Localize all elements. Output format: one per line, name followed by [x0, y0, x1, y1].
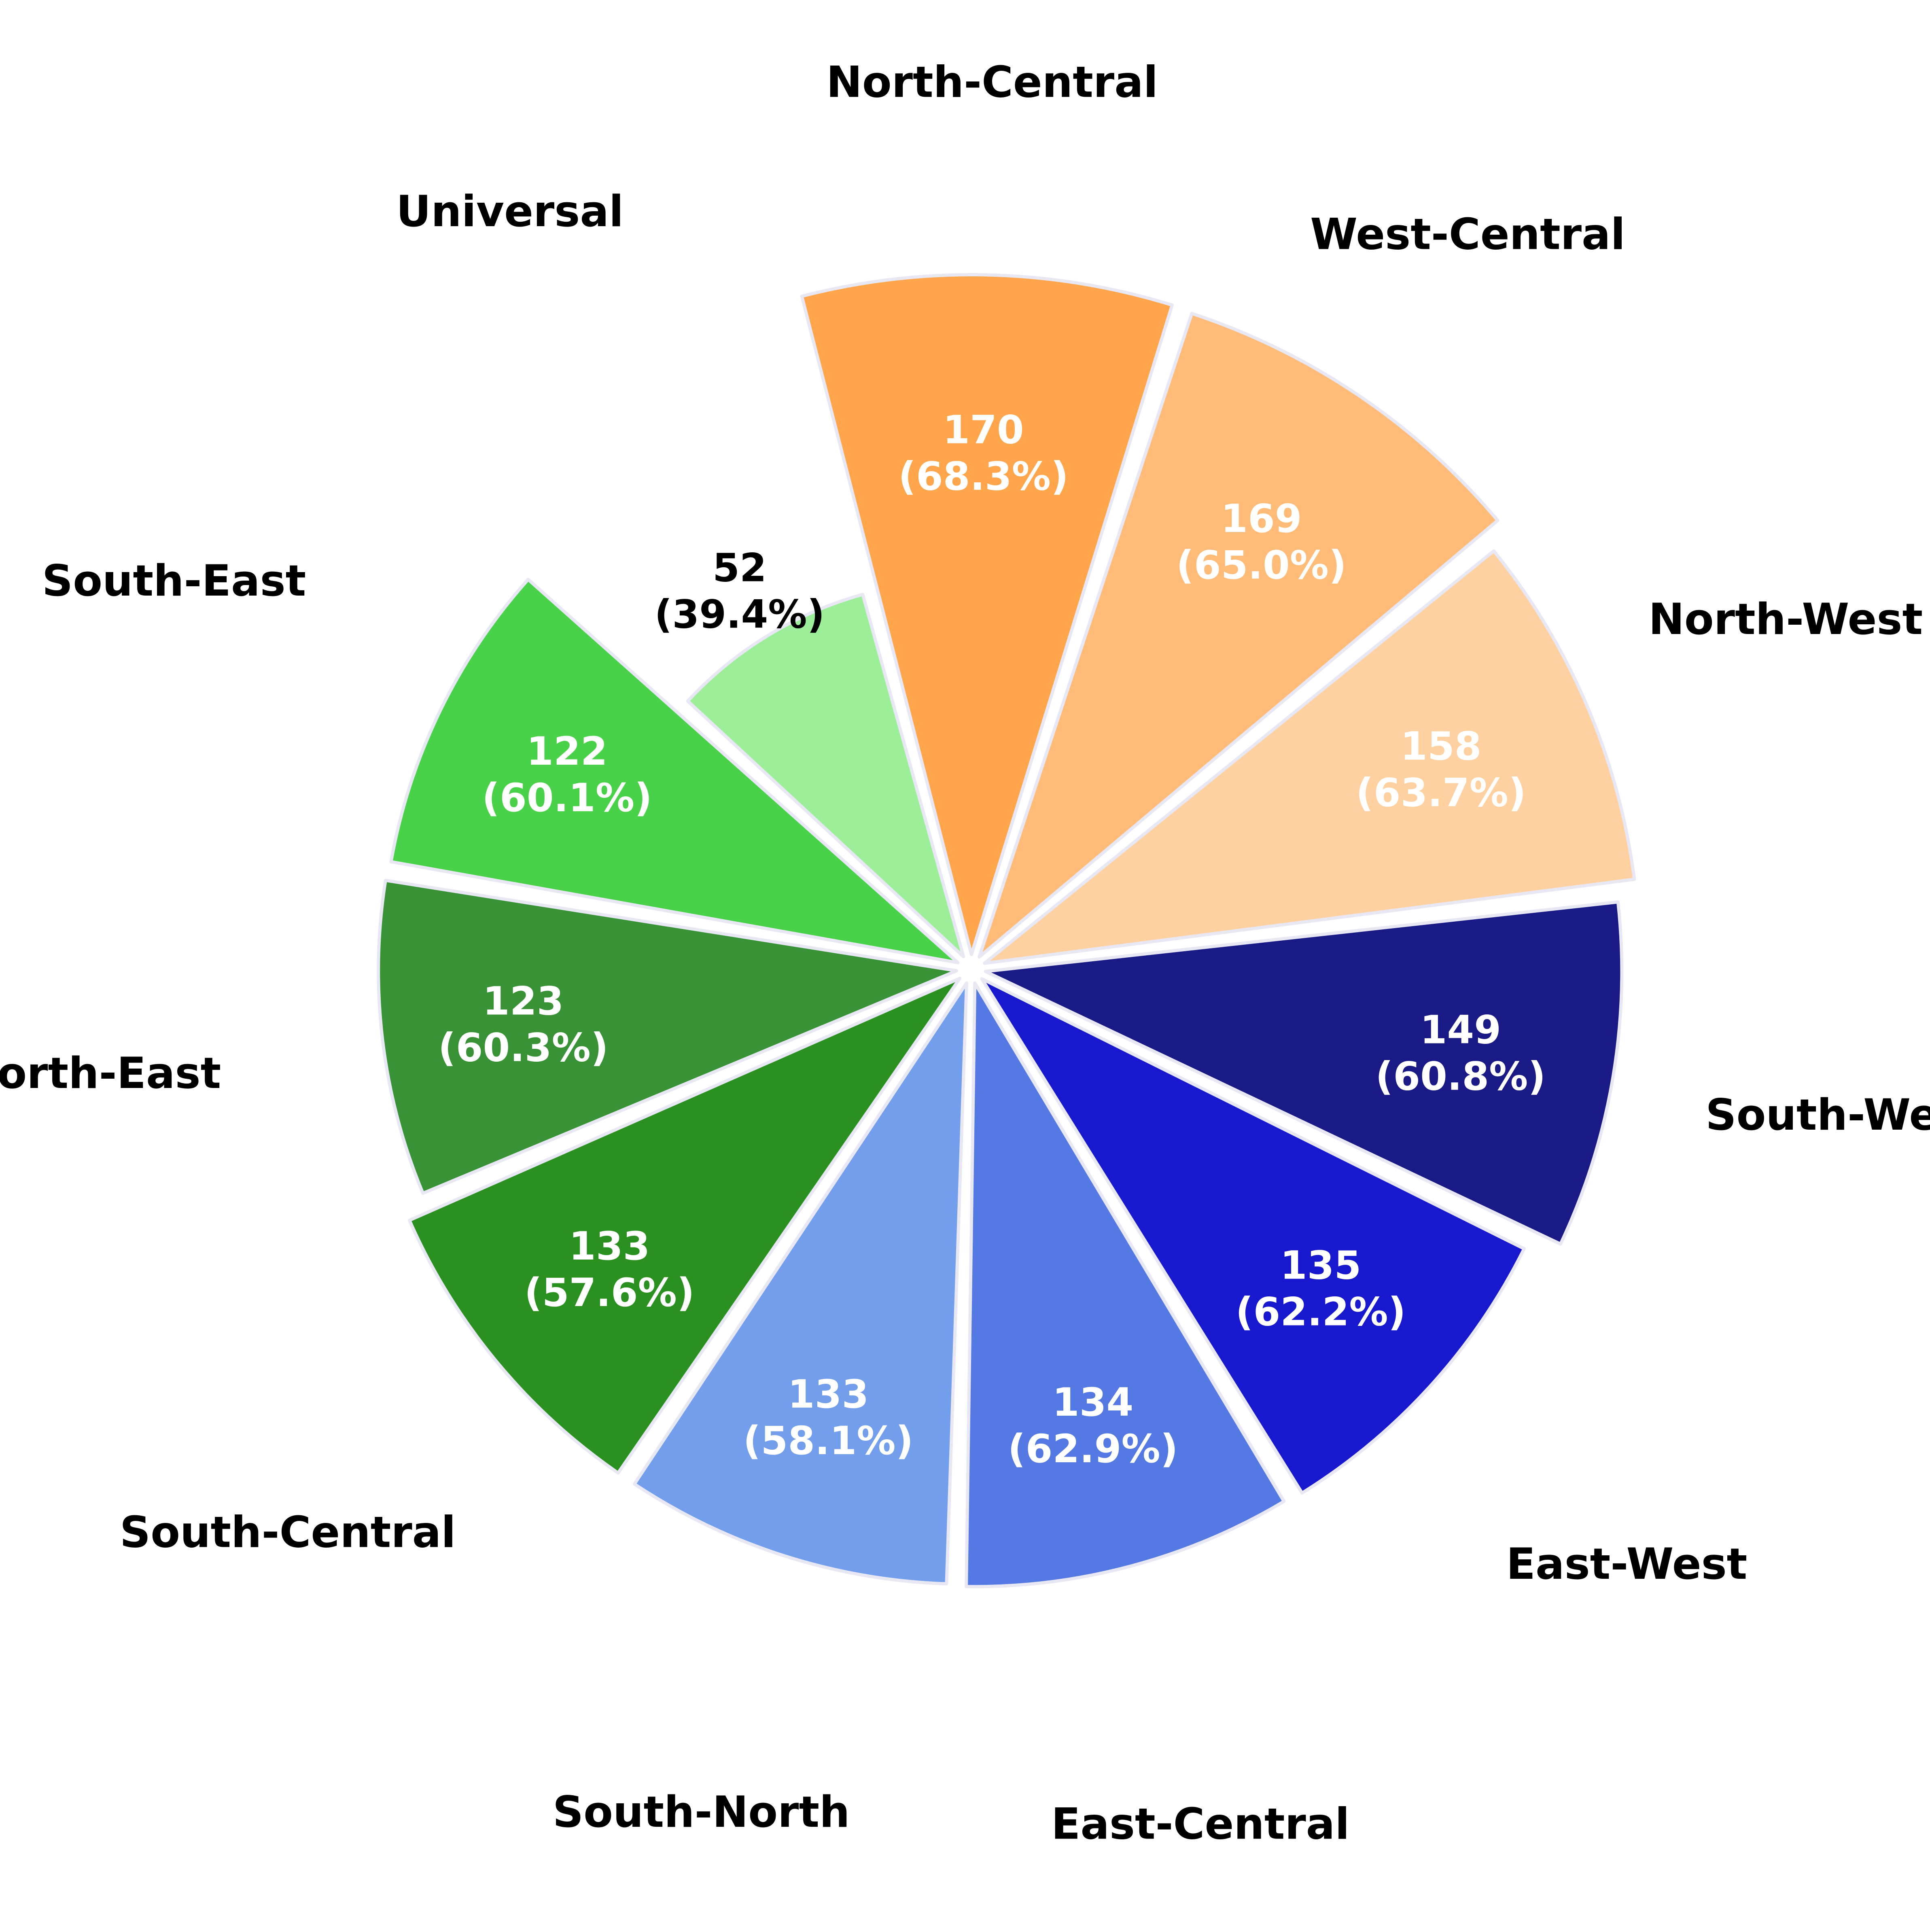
wedge-north-central [800, 273, 1174, 956]
value-label-south-east: 122 (60.1%) [482, 729, 652, 821]
value-label-south-north: 133 (58.1%) [743, 1372, 914, 1463]
category-label-layer: North-Central West-Central North-West South… [0, 57, 1930, 1849]
category-label-south-east: South-East [42, 556, 306, 606]
value-label-north-central: 170 (68.3%) [898, 407, 1069, 499]
wedge-south-north [632, 981, 969, 1586]
wedge-south-west [984, 900, 1624, 1246]
value-label-south-west: 149 (60.8%) [1375, 1007, 1546, 1099]
category-label-universal: Universal [396, 187, 624, 236]
value-label-universal: 52 (39.4%) [655, 545, 825, 637]
wedge-south-east [389, 578, 960, 965]
wedge-east-central [965, 981, 1286, 1588]
value-label-layer: 170 (68.3%) 169 (65.0%) 158 (63.7%) 149 (60.8%)… [438, 407, 1546, 1471]
value-label-north-east: 123 (60.3%) [438, 978, 609, 1070]
value-label-east-west: 135 (62.2%) [1236, 1243, 1406, 1334]
category-label-west-central: West-Central [1310, 209, 1625, 259]
category-label-north-east: North-East [0, 1048, 221, 1098]
wedge-layer [377, 273, 1636, 1588]
category-label-south-central: South-Central [120, 1507, 456, 1557]
wedge-universal [686, 593, 965, 959]
wedge-east-west [980, 977, 1526, 1495]
category-label-south-north: South-North [553, 1787, 850, 1837]
wedge-north-west [983, 549, 1636, 965]
category-label-east-west: East-West [1506, 1539, 1748, 1589]
wedge-south-central [407, 976, 962, 1475]
category-label-east-central: East-Central [1051, 1799, 1350, 1849]
category-label-north-central: North-Central [826, 57, 1158, 107]
value-label-west-central: 169 (65.0%) [1176, 496, 1347, 588]
value-label-east-central: 134 (62.9%) [1008, 1380, 1178, 1472]
category-label-north-west: North-West [1648, 594, 1923, 644]
value-label-north-west: 158 (63.7%) [1356, 724, 1526, 816]
category-label-south-west: South-West [1705, 1090, 1930, 1140]
wedge-west-central [978, 312, 1499, 959]
wedge-north-east [377, 878, 959, 1195]
value-label-south-central: 133 (57.6%) [524, 1224, 695, 1315]
